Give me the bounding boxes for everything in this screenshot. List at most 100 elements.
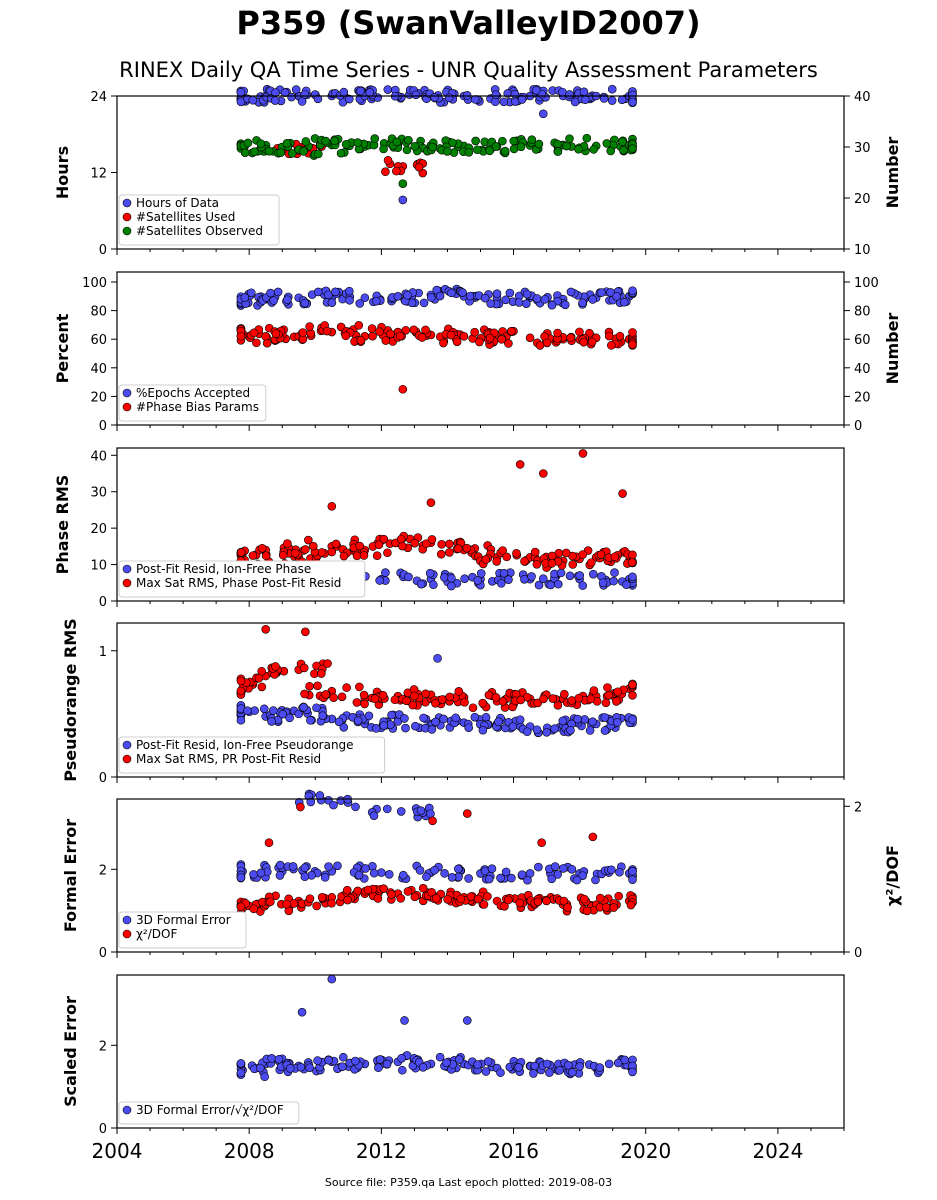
legend: 3D Formal Error/√χ²/DOF xyxy=(118,1101,300,1125)
data-point xyxy=(547,874,556,884)
data-point xyxy=(289,899,299,908)
data-point xyxy=(403,290,412,300)
data-point xyxy=(275,871,285,880)
data-point xyxy=(395,331,405,341)
data-point xyxy=(372,551,382,561)
data-point xyxy=(320,873,330,882)
data-point xyxy=(426,809,435,819)
data-point xyxy=(579,87,589,97)
data-point xyxy=(540,295,550,304)
data-point xyxy=(257,543,267,553)
data-point xyxy=(538,109,548,119)
data-point xyxy=(236,902,246,912)
y-tick-label: 30 xyxy=(90,486,107,501)
data-point xyxy=(355,541,365,551)
data-point xyxy=(271,662,280,671)
data-point xyxy=(248,95,258,105)
legend-label: Max Sat RMS, PR Post-Fit Resid xyxy=(136,752,321,766)
plot-frame xyxy=(116,974,845,1129)
data-point xyxy=(620,1055,630,1065)
data-point xyxy=(443,147,452,156)
data-point xyxy=(297,1007,307,1017)
data-point xyxy=(460,574,469,583)
data-point xyxy=(595,893,605,903)
data-point xyxy=(607,865,616,875)
data-point xyxy=(525,333,535,343)
data-point xyxy=(359,690,369,700)
plot-frame xyxy=(116,95,845,250)
data-point xyxy=(473,1060,482,1069)
data-point xyxy=(368,331,377,341)
legend-marker xyxy=(122,1105,132,1115)
data-point xyxy=(614,891,624,901)
y-tick-label: 1 xyxy=(99,645,107,660)
y-tick-label: 20 xyxy=(90,522,107,537)
legend-marker xyxy=(122,198,132,208)
data-point xyxy=(345,295,354,305)
y-tick-label: 24 xyxy=(90,90,107,105)
data-point xyxy=(257,682,267,692)
data-point xyxy=(250,706,259,715)
data-point xyxy=(382,804,392,814)
data-point xyxy=(250,147,259,157)
data-point xyxy=(628,328,637,337)
series-1 xyxy=(236,284,637,310)
data-point xyxy=(527,135,537,145)
data-point xyxy=(565,571,575,581)
data-point xyxy=(367,324,377,333)
legend-marker xyxy=(122,929,132,939)
data-point xyxy=(560,300,570,310)
y-tick-label: 0 xyxy=(99,1122,107,1137)
data-point xyxy=(530,547,540,557)
data-point xyxy=(275,860,285,870)
data-point xyxy=(486,299,495,308)
data-point xyxy=(393,292,403,301)
data-point xyxy=(515,715,525,724)
data-point xyxy=(491,142,501,151)
y-right-tick-label: 40 xyxy=(854,362,871,377)
data-point xyxy=(249,904,259,914)
data-point xyxy=(278,550,288,560)
data-point xyxy=(306,716,315,725)
data-point xyxy=(370,694,380,704)
data-point xyxy=(287,92,296,102)
data-point xyxy=(416,806,426,815)
legend-marker xyxy=(122,388,132,398)
data-point xyxy=(588,295,597,304)
data-point xyxy=(600,726,610,735)
data-point xyxy=(398,384,408,394)
data-point xyxy=(471,136,480,146)
data-point xyxy=(431,699,440,708)
data-point xyxy=(345,94,354,104)
data-point xyxy=(379,721,389,730)
data-point xyxy=(404,572,413,582)
data-point xyxy=(492,557,501,566)
data-point xyxy=(360,293,370,303)
data-point xyxy=(483,892,492,901)
legend-marker xyxy=(122,578,132,588)
data-point xyxy=(522,289,532,299)
x-tick-label: 2004 xyxy=(92,1139,143,1163)
data-point xyxy=(588,717,597,726)
data-point xyxy=(445,539,454,549)
series-2 xyxy=(236,802,637,920)
data-point xyxy=(352,698,362,707)
data-point xyxy=(527,572,536,581)
data-point xyxy=(437,540,446,549)
data-point xyxy=(565,90,574,99)
data-point xyxy=(312,703,321,713)
data-point xyxy=(566,333,575,343)
y-right-tick-label: 60 xyxy=(854,333,871,348)
data-point xyxy=(473,145,482,155)
data-point xyxy=(498,546,507,555)
data-point xyxy=(317,669,326,678)
data-point xyxy=(570,97,580,107)
data-point xyxy=(400,1016,409,1025)
legend-marker xyxy=(122,226,132,236)
data-point xyxy=(442,1058,451,1068)
data-point xyxy=(301,545,310,554)
data-point xyxy=(276,148,286,157)
data-point xyxy=(587,337,597,347)
